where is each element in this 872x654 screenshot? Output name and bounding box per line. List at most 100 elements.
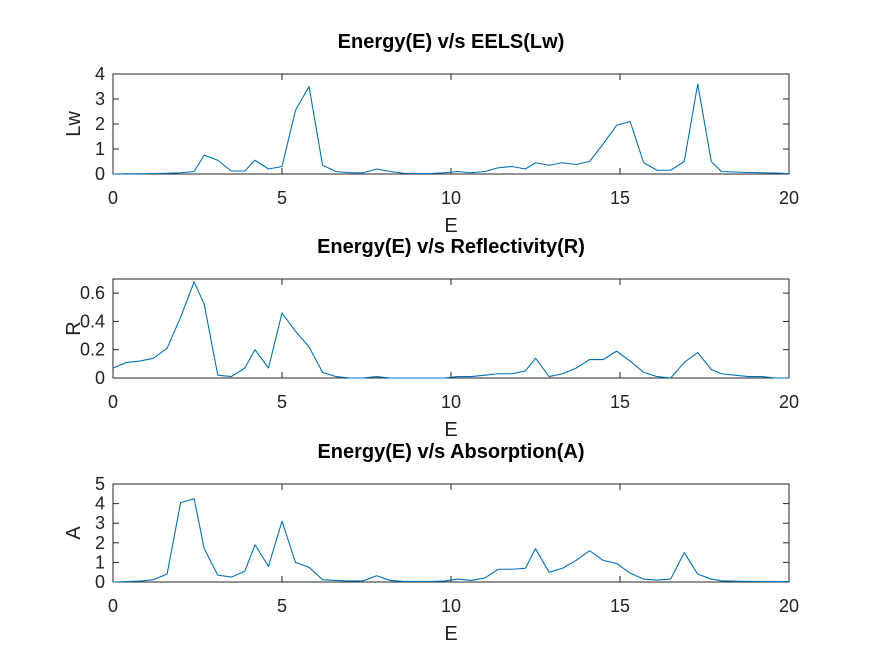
y-tick-label: 2 (95, 114, 105, 134)
y-tick-label: 0.4 (80, 311, 105, 331)
data-point (230, 376, 232, 378)
x-axis-label: E (444, 419, 457, 441)
data-point (484, 577, 486, 579)
data-point (747, 172, 749, 174)
series-line (112, 83, 790, 175)
data-point (629, 121, 631, 123)
data-point (389, 171, 391, 173)
data-point (126, 361, 128, 363)
data-point (139, 360, 141, 362)
data-point (193, 281, 195, 283)
data-point (643, 162, 645, 164)
data-point (589, 550, 591, 552)
data-point (697, 83, 699, 85)
data-point (244, 367, 246, 369)
data-point (153, 579, 155, 581)
y-axis-label: Lw (63, 111, 85, 137)
series-line (112, 281, 789, 379)
data-point (710, 161, 712, 163)
data-point (267, 565, 269, 567)
x-tick-label: 20 (779, 188, 799, 208)
data-point (349, 172, 351, 174)
data-point (683, 161, 685, 163)
x-tick-label: 10 (441, 392, 461, 412)
x-tick-label: 20 (779, 392, 799, 412)
data-point (670, 578, 672, 580)
y-tick-label: 1 (95, 552, 105, 572)
y-tick-label: 4 (95, 64, 105, 84)
data-point (602, 359, 604, 361)
data-point (670, 169, 672, 171)
chart-title: Energy(E) v/s Absorption(A) (317, 441, 584, 463)
data-point (349, 580, 351, 582)
data-point (734, 171, 736, 173)
data-point (575, 164, 577, 166)
data-point (376, 376, 378, 378)
data-point (484, 374, 486, 376)
data-point (497, 373, 499, 375)
x-axis-label: E (444, 623, 457, 645)
data-point (616, 562, 618, 564)
data-point (697, 352, 699, 354)
data-point (254, 159, 256, 161)
y-tick-label: 0 (95, 164, 105, 184)
data-point (710, 578, 712, 580)
data-point (281, 312, 283, 314)
data-point (548, 164, 550, 166)
data-point (230, 576, 232, 578)
data-point (470, 172, 472, 174)
data-point (443, 172, 445, 174)
data-point (602, 143, 604, 145)
data-point (710, 369, 712, 371)
data-point (166, 573, 168, 575)
data-point (403, 172, 405, 174)
data-point (193, 171, 195, 173)
data-point (511, 568, 513, 570)
data-point (322, 371, 324, 373)
data-point (203, 548, 205, 550)
data-point (362, 580, 364, 582)
data-point (362, 172, 364, 174)
data-point (774, 172, 776, 174)
data-point (629, 572, 631, 574)
data-point (602, 559, 604, 561)
x-axis-label: E (444, 215, 457, 237)
data-point (470, 376, 472, 378)
data-point (416, 377, 418, 379)
data-point (788, 581, 790, 583)
data-point (308, 566, 310, 568)
data-point (511, 166, 513, 168)
data-point (575, 367, 577, 369)
data-point (403, 377, 405, 379)
y-tick-label: 0.6 (80, 283, 105, 303)
y-tick-label: 3 (95, 513, 105, 533)
data-point (670, 377, 672, 379)
data-point (153, 357, 155, 359)
data-point (139, 173, 141, 175)
data-point (230, 170, 232, 172)
data-point (166, 172, 168, 174)
data-point (254, 349, 256, 351)
data-point (734, 374, 736, 376)
data-point (349, 377, 351, 379)
data-point (484, 171, 486, 173)
data-point (761, 376, 763, 378)
data-point (335, 579, 337, 581)
data-point (389, 579, 391, 581)
data-point (217, 159, 219, 161)
data-point (430, 173, 432, 175)
data-point (267, 168, 269, 170)
subplot-1: Energy(E) v/s EELS(Lw) 0 5 10 15 20 0 1 2 3 4 E Lw (63, 31, 799, 237)
data-point (281, 166, 283, 168)
data-point (322, 164, 324, 166)
data-point (548, 571, 550, 573)
data-point (244, 170, 246, 172)
x-tick-label: 0 (108, 596, 118, 616)
data-point (589, 161, 591, 163)
plot-area (112, 278, 790, 379)
data-point (389, 377, 391, 379)
data-point (683, 361, 685, 363)
data-point (535, 162, 537, 164)
data-point (643, 578, 645, 580)
x-tick-label: 5 (277, 392, 287, 412)
